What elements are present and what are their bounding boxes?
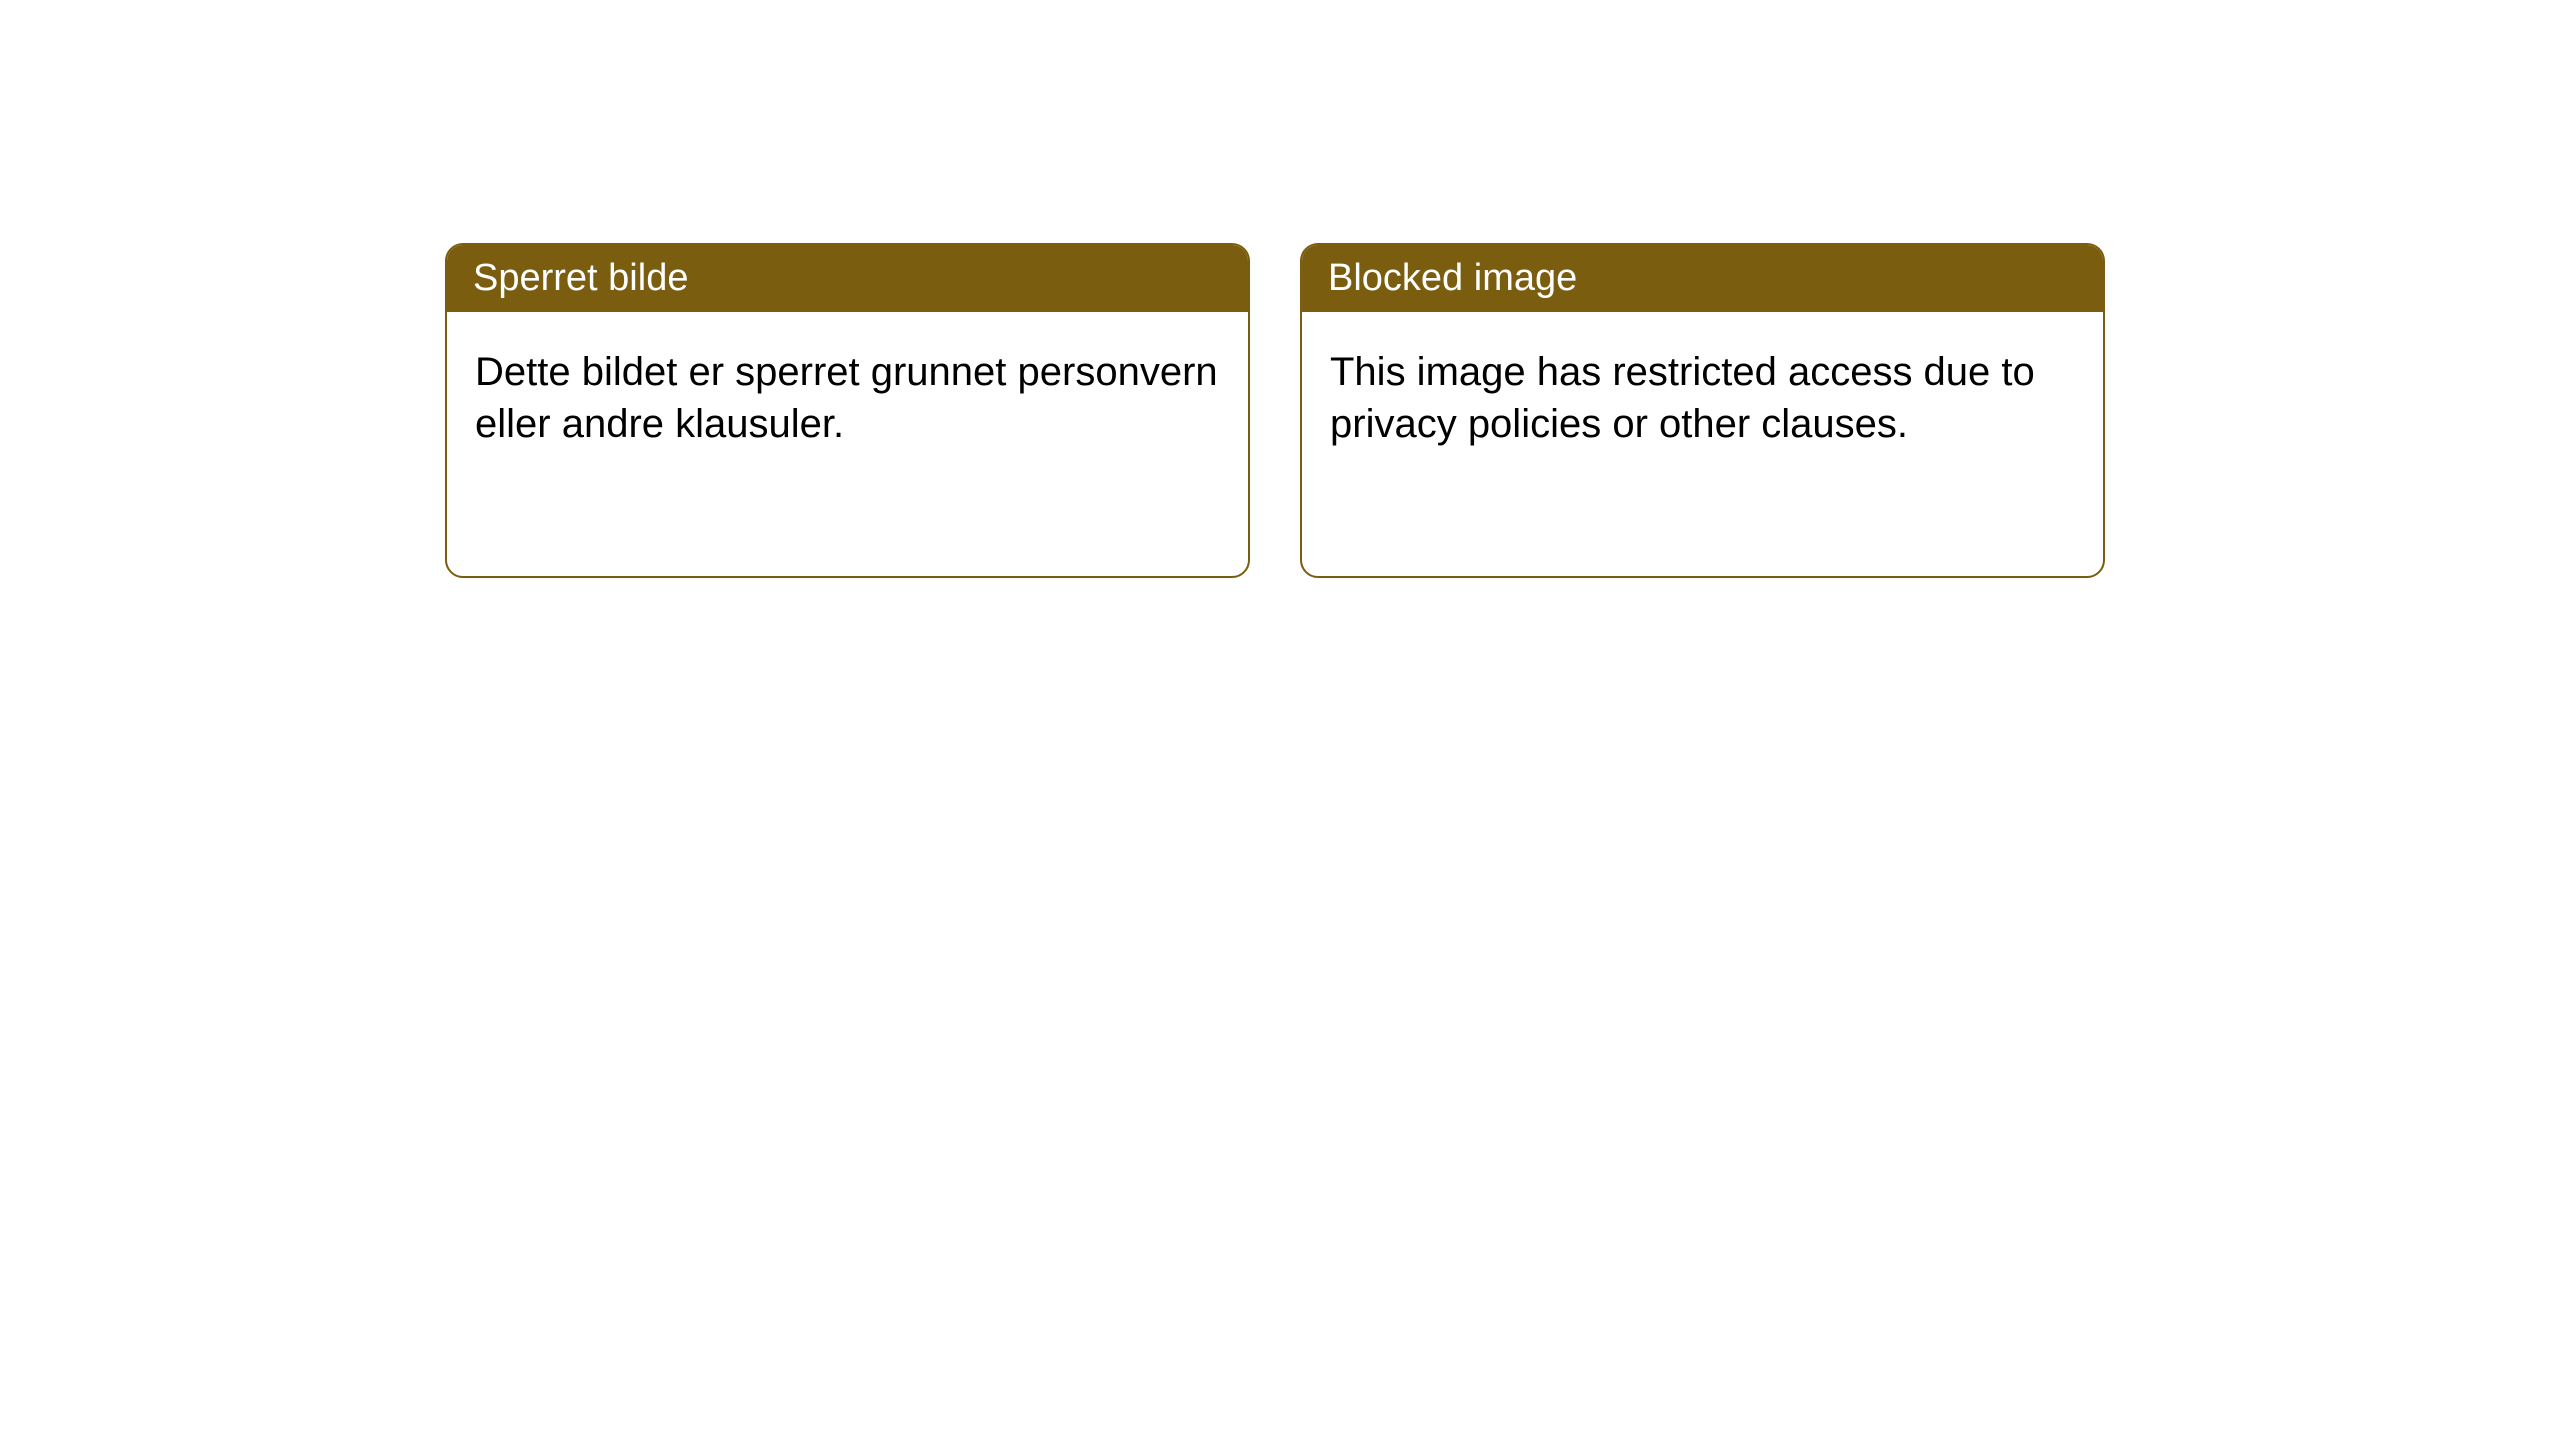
notice-card-norwegian: Sperret bilde Dette bildet er sperret gr…	[445, 243, 1250, 578]
card-body: Dette bildet er sperret grunnet personve…	[447, 312, 1248, 484]
card-title: Blocked image	[1328, 257, 1577, 299]
card-title: Sperret bilde	[473, 257, 688, 299]
card-header: Blocked image	[1302, 245, 2103, 312]
card-header: Sperret bilde	[447, 245, 1248, 312]
card-body-text: Dette bildet er sperret grunnet personve…	[475, 350, 1218, 446]
card-body: This image has restricted access due to …	[1302, 312, 2103, 484]
card-body-text: This image has restricted access due to …	[1330, 350, 2035, 446]
card-container: Sperret bilde Dette bildet er sperret gr…	[0, 0, 2560, 578]
notice-card-english: Blocked image This image has restricted …	[1300, 243, 2105, 578]
